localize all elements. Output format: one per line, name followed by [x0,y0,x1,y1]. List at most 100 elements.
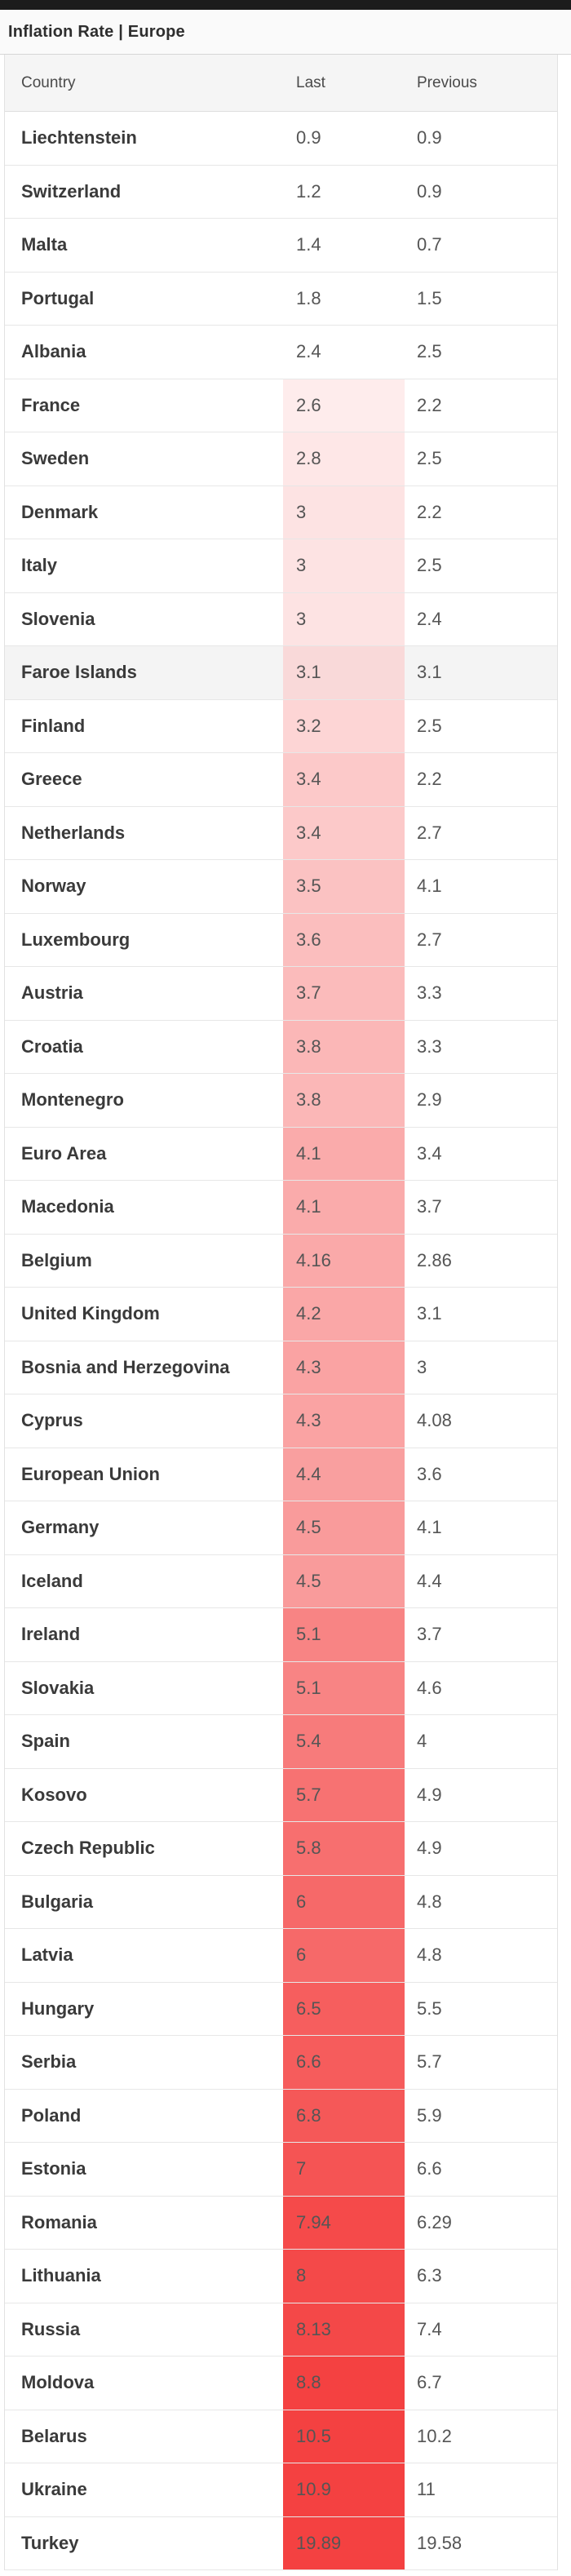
table-row[interactable]: Slovenia 3 2.4 [5,592,557,646]
country-cell: Latvia [21,1944,73,1966]
last-value-cell: 7 [283,2143,405,2196]
table-row[interactable]: Belarus 10.5 10.2 [5,2410,557,2463]
last-value-cell: 7.94 [283,2196,405,2249]
table-row[interactable]: United Kingdom 4.2 3.1 [5,1288,557,1341]
table-row[interactable]: Bulgaria 6 4.8 [5,1875,557,1929]
table-row[interactable]: Faroe Islands 3.1 3.1 [5,646,557,700]
country-cell: Faroe Islands [21,662,137,683]
last-value-cell: 3.7 [283,967,405,1020]
country-cell: Spain [21,1731,70,1752]
column-header-last: Last [296,73,325,91]
previous-value-cell: 3.6 [417,1463,442,1484]
table-row[interactable]: Greece 3.4 2.2 [5,753,557,807]
table-row[interactable]: Ukraine 10.9 11 [5,2463,557,2517]
table-row[interactable]: Belgium 4.16 2.86 [5,1234,557,1288]
table-row[interactable]: Kosovo 5.7 4.9 [5,1768,557,1822]
country-cell: Kosovo [21,1784,87,1805]
last-value-cell: 4.1 [283,1127,405,1180]
last-value-cell: 4.5 [283,1501,405,1554]
table-row[interactable]: Croatia 3.8 3.3 [5,1020,557,1074]
table-row[interactable]: Turkey 19.89 19.58 [5,2516,557,2570]
table-row[interactable]: Switzerland 1.2 0.9 [5,165,557,219]
country-cell: Netherlands [21,822,126,843]
country-cell: Turkey [21,2532,79,2553]
country-cell: Croatia [21,1035,83,1057]
table-row[interactable]: France 2.6 2.2 [5,379,557,432]
table-row[interactable]: Sweden 2.8 2.5 [5,432,557,486]
country-cell: Poland [21,2104,82,2126]
previous-value-cell: 2.5 [417,341,442,362]
table-row[interactable]: Denmark 3 2.2 [5,485,557,539]
previous-value-cell: 2.7 [417,822,442,843]
last-value-cell: 3.8 [283,1020,405,1073]
column-header-country: Country [21,73,76,91]
country-cell: Hungary [21,1997,95,2019]
table-row[interactable]: Iceland 4.5 4.4 [5,1554,557,1608]
table-row[interactable]: Norway 3.5 4.1 [5,860,557,914]
previous-value-cell: 4.9 [417,1838,442,1859]
table-row[interactable]: Serbia 6.6 5.7 [5,2036,557,2090]
previous-value-cell: 2.9 [417,1089,442,1111]
previous-value-cell: 1.5 [417,287,442,308]
table-row[interactable]: Moldova 8.8 6.7 [5,2357,557,2410]
table-row[interactable]: Cyprus 4.3 4.08 [5,1394,557,1448]
table-row[interactable]: Portugal 1.8 1.5 [5,272,557,326]
last-value-cell: 5.1 [283,1608,405,1661]
last-value-cell: 5.4 [283,1715,405,1768]
table-row[interactable]: Euro Area 4.1 3.4 [5,1127,557,1181]
country-cell: United Kingdom [21,1303,160,1324]
table-row[interactable]: Montenegro 3.8 2.9 [5,1074,557,1128]
table-row[interactable]: Austria 3.7 3.3 [5,967,557,1021]
table-row[interactable]: Liechtenstein 0.9 0.9 [5,112,557,166]
previous-value-cell: 2.2 [417,394,442,415]
last-value-cell: 3.6 [283,913,405,966]
table-row[interactable]: Bosnia and Herzegovina 4.3 3 [5,1341,557,1394]
table-row[interactable]: Czech Republic 5.8 4.9 [5,1822,557,1876]
previous-value-cell: 2.7 [417,929,442,950]
previous-value-cell: 4.08 [417,1410,452,1431]
previous-value-cell: 5.9 [417,2104,442,2126]
country-cell: Bosnia and Herzegovina [21,1356,230,1377]
country-cell: Bulgaria [21,1891,94,1912]
table-row[interactable]: Germany 4.5 4.1 [5,1501,557,1555]
table-row[interactable]: Albania 2.4 2.5 [5,326,557,379]
table-row[interactable]: Russia 8.13 7.4 [5,2303,557,2357]
last-value-cell: 6 [283,1929,405,1982]
previous-value-cell: 6.7 [417,2372,442,2393]
previous-value-cell: 5.5 [417,1997,442,2019]
inflation-table: Country Last Previous Liechtenstein 0.9 … [4,55,558,2570]
table-row[interactable]: Hungary 6.5 5.5 [5,1982,557,2036]
table-row[interactable]: Spain 5.4 4 [5,1715,557,1769]
last-value-cell: 3.2 [283,699,405,752]
table-row[interactable]: Ireland 5.1 3.7 [5,1608,557,1662]
previous-value-cell: 0.9 [417,180,442,202]
table-row[interactable]: Latvia 6 4.8 [5,1929,557,1983]
table-row[interactable]: Slovakia 5.1 4.6 [5,1661,557,1715]
last-value-cell: 5.7 [283,1768,405,1821]
table-row[interactable]: Malta 1.4 0.7 [5,219,557,273]
table-row[interactable]: Estonia 7 6.6 [5,2143,557,2197]
table-row[interactable]: Romania 7.94 6.29 [5,2196,557,2250]
page-title: Inflation Rate | Europe [8,22,185,41]
last-value-cell: 10.9 [283,2463,405,2516]
country-cell: Romania [21,2211,97,2232]
previous-value-cell: 6.29 [417,2211,452,2232]
previous-value-cell: 10.2 [417,2425,452,2446]
table-row[interactable]: European Union 4.4 3.6 [5,1448,557,1501]
table-row[interactable]: Luxembourg 3.6 2.7 [5,913,557,967]
table-row[interactable]: Italy 3 2.5 [5,539,557,593]
last-value-cell: 1.4 [296,234,321,255]
last-value-cell: 6 [283,1875,405,1928]
table-row[interactable]: Macedonia 4.1 3.7 [5,1181,557,1235]
top-black-bar [0,0,571,10]
table-row[interactable]: Lithuania 8 6.3 [5,2250,557,2303]
table-row[interactable]: Poland 6.8 5.9 [5,2089,557,2143]
country-cell: Slovenia [21,608,95,629]
last-value-cell: 4.3 [283,1394,405,1448]
previous-value-cell: 3 [417,1356,427,1377]
last-value-cell: 3.1 [283,646,405,699]
country-cell: Denmark [21,501,99,522]
table-row[interactable]: Finland 3.2 2.5 [5,699,557,753]
country-cell: Austria [21,982,83,1004]
table-row[interactable]: Netherlands 3.4 2.7 [5,806,557,860]
